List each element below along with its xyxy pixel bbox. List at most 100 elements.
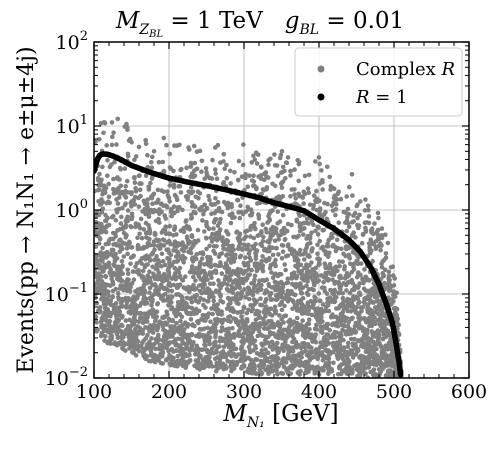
scatter-point-complex (376, 215, 381, 221)
scatter-point-complex (357, 318, 362, 324)
scatter-point-complex (266, 371, 271, 377)
scatter-point-complex (317, 238, 323, 244)
scatter-point-complex (111, 176, 116, 182)
scatter-point-complex (124, 178, 130, 184)
scatter-point-complex (151, 149, 157, 154)
scatter-point-complex (285, 276, 291, 282)
scatter-point-complex (263, 367, 268, 373)
scatter-point-complex (141, 227, 147, 232)
scatter-point-complex (98, 250, 104, 255)
scatter-point-complex (329, 231, 334, 237)
scatter-point-complex (247, 362, 253, 368)
scatter-point-complex (132, 180, 138, 185)
scatter-point-complex (249, 340, 254, 346)
legend-marker-r1 (317, 93, 325, 101)
scatter-point-complex (354, 274, 360, 280)
scatter-point-complex (274, 163, 280, 168)
scatter-point-complex (168, 166, 174, 171)
scatter-point-complex (267, 344, 273, 349)
scatter-point-complex (235, 235, 241, 241)
scatter-point-complex (357, 338, 362, 344)
scatter-point-complex (191, 241, 197, 246)
scatter-point-complex (369, 239, 375, 245)
scatter-point-complex (194, 252, 199, 257)
scatter-point-complex (294, 323, 300, 329)
scatter-point-complex (138, 310, 143, 316)
scatter-point-complex (213, 167, 218, 172)
scatter-point-complex (338, 196, 344, 202)
scatter-point-complex (324, 321, 330, 327)
scatter-point-complex (261, 316, 266, 322)
scatter-point-complex (346, 252, 352, 258)
scatter-point-complex (389, 351, 395, 357)
scatter-point-complex (174, 244, 179, 249)
scatter-point-complex (330, 322, 335, 328)
scatter-point-complex (306, 317, 312, 323)
scatter-point-complex (289, 322, 295, 327)
scatter-point-complex (307, 326, 312, 332)
scatter-point-complex (294, 235, 300, 240)
scatter-point-complex (339, 246, 344, 252)
scatter-point-complex (200, 218, 205, 223)
scatter-point-complex (164, 142, 169, 148)
scatter-point-complex (109, 302, 115, 308)
scatter-point-complex (254, 201, 260, 206)
scatter-point-complex (249, 368, 255, 373)
scatter-point-complex (272, 183, 278, 189)
scatter-point-complex (331, 340, 336, 346)
scatter-point-complex (126, 138, 132, 143)
scatter-point-complex (396, 322, 401, 328)
scatter-point-complex (174, 348, 179, 353)
scatter-point-complex (101, 264, 107, 270)
scatter-point-complex (290, 353, 296, 359)
scatter-point-complex (379, 226, 385, 231)
scatter-point-complex (375, 328, 381, 333)
scatter-point-complex (305, 300, 311, 306)
scatter-point-complex (156, 258, 161, 263)
scatter-point-complex (184, 235, 190, 241)
scatter-point-complex (246, 366, 251, 371)
scatter-point-complex (156, 197, 161, 203)
scatter-point-complex (259, 258, 265, 264)
scatter-point-complex (106, 194, 112, 200)
scatter-point-complex (297, 351, 302, 357)
scatter-point-complex (320, 187, 325, 192)
scatter-point-complex (359, 240, 365, 246)
scatter-point-complex (336, 280, 342, 285)
scatter-point-complex (112, 255, 117, 261)
scatter-point-complex (108, 272, 114, 278)
scatter-point-complex (376, 367, 382, 372)
scatter-point-complex (262, 358, 267, 364)
scatter-point-complex (226, 247, 231, 253)
scatter-point-complex (118, 237, 123, 242)
scatter-point-complex (155, 187, 161, 193)
scatter-point-complex (358, 199, 363, 204)
scatter-point-complex (198, 259, 203, 265)
legend: Complex R R = 1 (294, 47, 463, 117)
scatter-point-complex (199, 169, 204, 174)
scatter-point-complex (168, 362, 174, 368)
scatter-point-complex (224, 175, 230, 181)
scatter-point-complex (294, 273, 300, 279)
scatter-point-complex (118, 183, 124, 189)
scatter-point-complex (224, 253, 229, 258)
scatter-point-complex (365, 203, 371, 209)
scatter-point-complex (220, 349, 226, 354)
scatter-point-complex (238, 352, 243, 357)
scatter-point-complex (311, 202, 317, 208)
scatter-point-complex (247, 288, 253, 294)
scatter-point-complex (279, 185, 285, 190)
scatter-point-complex (153, 284, 159, 289)
scatter-point-complex (160, 323, 166, 329)
scatter-point-complex (133, 305, 138, 310)
scatter-point-complex (296, 308, 302, 314)
scatter-point-r1 (397, 372, 404, 378)
scatter-point-complex (180, 253, 186, 259)
scatter-point-complex (304, 242, 310, 248)
scatter-point-complex (210, 157, 215, 163)
scatter-point-complex (305, 186, 311, 191)
scatter-point-complex (119, 313, 125, 319)
scatter-point-complex (191, 274, 196, 280)
scatter-point-complex (217, 208, 222, 214)
scatter-point-complex (189, 257, 195, 262)
